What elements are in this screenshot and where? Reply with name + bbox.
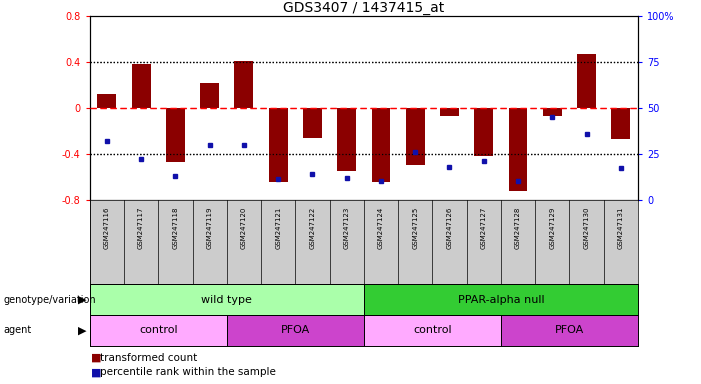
Bar [406,108,425,165]
Text: control: control [139,325,177,335]
Text: PPAR-alpha null: PPAR-alpha null [458,295,544,305]
Bar [577,54,596,108]
Text: GSM247121: GSM247121 [275,207,281,249]
Bar [268,108,287,182]
Bar [508,108,527,190]
Bar [90,284,364,315]
Bar [234,61,253,108]
Text: agent: agent [4,325,32,335]
Text: ■: ■ [91,353,102,363]
Text: ■: ■ [91,367,102,377]
Text: PFOA: PFOA [554,325,584,335]
Text: percentile rank within the sample: percentile rank within the sample [100,367,276,377]
Bar [200,83,219,108]
Bar [501,315,638,346]
Text: PFOA: PFOA [280,325,310,335]
Bar [475,108,494,156]
Bar [97,94,116,108]
Text: control: control [413,325,451,335]
Text: GSM247124: GSM247124 [378,207,384,249]
Bar [440,108,459,116]
Bar [364,284,638,315]
Bar [227,315,364,346]
Text: GSM247118: GSM247118 [172,207,178,249]
Bar [90,315,227,346]
Bar [166,108,185,162]
Text: genotype/variation: genotype/variation [4,295,96,305]
Bar [543,108,562,116]
Text: GSM247122: GSM247122 [309,207,315,249]
Text: GSM247129: GSM247129 [550,207,555,249]
Text: GSM247116: GSM247116 [104,207,110,249]
Bar [337,108,356,171]
Bar [611,108,630,139]
Bar [372,108,390,182]
Bar [364,315,501,346]
Text: GSM247125: GSM247125 [412,207,418,249]
Text: transformed count: transformed count [100,353,198,363]
Bar [303,108,322,138]
Text: GSM247117: GSM247117 [138,207,144,249]
Bar [132,64,151,108]
Text: GSM247123: GSM247123 [343,207,350,249]
Text: GSM247128: GSM247128 [515,207,521,249]
Text: ▶: ▶ [78,325,86,335]
Text: GSM247120: GSM247120 [241,207,247,249]
Text: GSM247119: GSM247119 [207,207,212,249]
Text: GSM247126: GSM247126 [447,207,452,249]
Text: GSM247131: GSM247131 [618,207,624,249]
Text: GSM247127: GSM247127 [481,207,486,249]
Text: wild type: wild type [201,295,252,305]
Title: GDS3407 / 1437415_at: GDS3407 / 1437415_at [283,1,444,15]
Text: ▶: ▶ [78,295,86,305]
Text: GSM247130: GSM247130 [583,207,590,249]
